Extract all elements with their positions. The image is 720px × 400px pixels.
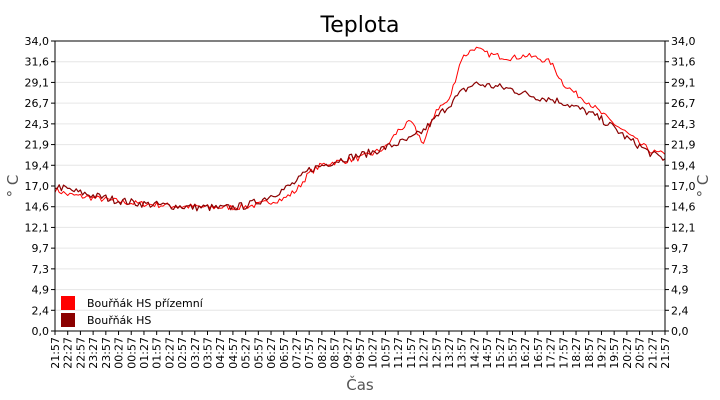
y-tick-label-left: 31,6 [25, 56, 50, 69]
x-tick-label: 21:27 [646, 337, 659, 369]
x-axis-label: Čas [346, 375, 374, 394]
legend-swatch-2 [61, 313, 75, 327]
y-tick-label-left: 17,0 [25, 180, 50, 193]
y-tick-label-right: 29,1 [671, 76, 696, 89]
x-tick-label: 09:27 [341, 337, 354, 369]
y-tick-label-right: 2,4 [671, 304, 689, 317]
x-tick-label: 13:57 [456, 337, 469, 369]
y-tick-label-left: 9,7 [32, 242, 50, 255]
x-tick-label: 21:57 [49, 337, 62, 369]
y-tick-label-right: 21,9 [671, 139, 696, 152]
x-tick-label: 11:27 [392, 337, 405, 369]
x-tick-label: 06:57 [278, 337, 291, 369]
x-tick-label: 15:57 [507, 337, 520, 369]
legend-swatch-1 [61, 296, 75, 310]
y-axis-right: 0,0 2,4 4,9 7,3 9,7 12,1 14,6 17,0 19,4 21,9 24,3 2… [665, 35, 696, 338]
y-tick-label-left: 21,9 [25, 139, 50, 152]
y-tick-label-left: 4,9 [32, 284, 50, 297]
x-tick-label: 11:57 [405, 337, 418, 369]
y-tick-label-right: 12,1 [671, 221, 696, 234]
x-tick-label: 16:57 [532, 337, 545, 369]
y-tick-label-left: 12,1 [25, 221, 50, 234]
x-tick-label: 05:57 [252, 337, 265, 369]
y-tick-label-right: 26,7 [671, 97, 696, 110]
x-tick-label: 04:57 [227, 337, 240, 369]
y-tick-label-right: 7,3 [671, 263, 689, 276]
x-tick-label: 20:57 [634, 337, 647, 369]
y-tick-label-right: 0,0 [671, 325, 689, 338]
y-tick-label-right: 14,6 [671, 201, 696, 214]
y-tick-label-left: 34,0 [25, 35, 50, 48]
x-tick-label: 18:27 [570, 337, 583, 369]
x-tick-label: 16:27 [519, 337, 532, 369]
x-tick-label: 15:27 [494, 337, 507, 369]
legend-label-2: Bouřňák HS [87, 314, 151, 327]
x-tick-label: 14:57 [481, 337, 494, 369]
x-tick-label: 00:27 [113, 337, 126, 369]
x-tick-label: 06:27 [265, 337, 278, 369]
y-tick-label-right: 24,3 [671, 118, 696, 131]
x-tick-label: 20:27 [621, 337, 634, 369]
x-tick-label: 22:27 [62, 337, 75, 369]
x-tick-label: 05:27 [240, 337, 253, 369]
x-tick-label: 03:27 [189, 337, 202, 369]
grid [55, 61, 665, 311]
x-tick-label: 08:27 [316, 337, 329, 369]
legend: Bouřňák HS přízemní Bouřňák HS [61, 296, 204, 327]
x-tick-label: 10:57 [379, 337, 392, 369]
y-axis-label-left: ° C [4, 175, 22, 198]
series-layer [54, 46, 666, 212]
y-tick-label-left: 0,0 [32, 325, 50, 338]
x-tick-label: 13:27 [443, 337, 456, 369]
x-axis: 21:57 22:27 22:57 23:27 23:57 00:27 00:57 01:27… [49, 331, 672, 369]
y-tick-label-right: 17,0 [671, 180, 696, 193]
x-tick-label: 21:57 [659, 337, 672, 369]
x-tick-label: 12:27 [418, 337, 431, 369]
x-tick-label: 17:57 [557, 337, 570, 369]
y-tick-label-left: 14,6 [25, 201, 50, 214]
y-tick-label-left: 7,3 [32, 263, 50, 276]
y-tick-label-right: 9,7 [671, 242, 689, 255]
y-tick-label-right: 19,4 [671, 159, 696, 172]
y-tick-label-right: 4,9 [671, 284, 689, 297]
x-tick-label: 23:57 [100, 337, 113, 369]
x-tick-label: 12:57 [430, 337, 443, 369]
y-tick-label-left: 29,1 [25, 76, 50, 89]
chart-title: Teplota [320, 13, 400, 38]
x-tick-label: 23:27 [87, 337, 100, 369]
y-axis-left: 0,0 2,4 4,9 7,3 9,7 12,1 14,6 17,0 19,4 21,9 24,3 2… [25, 35, 55, 338]
y-tick-label-left: 2,4 [32, 304, 50, 317]
x-tick-label: 18:57 [583, 337, 596, 369]
x-tick-label: 00:57 [125, 337, 138, 369]
x-tick-label: 07:57 [303, 337, 316, 369]
y-tick-label-right: 34,0 [671, 35, 696, 48]
x-tick-label: 14:27 [468, 337, 481, 369]
y-axis-label-right: ° C [694, 175, 712, 198]
x-tick-label: 07:27 [290, 337, 303, 369]
x-tick-label: 17:27 [545, 337, 558, 369]
x-tick-label: 09:57 [354, 337, 367, 369]
x-tick-label: 10:27 [367, 337, 380, 369]
x-tick-label: 19:27 [595, 337, 608, 369]
x-tick-label: 22:57 [74, 337, 87, 369]
legend-label-1: Bouřňák HS přízemní [87, 297, 204, 310]
x-tick-label: 01:57 [151, 337, 164, 369]
series-line-2 [54, 81, 666, 212]
x-tick-label: 02:57 [176, 337, 189, 369]
x-tick-label: 02:27 [163, 337, 176, 369]
y-tick-label-left: 24,3 [25, 118, 50, 131]
x-tick-label: 04:27 [214, 337, 227, 369]
series-line-1 [54, 46, 666, 211]
x-tick-label: 03:57 [202, 337, 215, 369]
y-tick-label-left: 19,4 [25, 159, 50, 172]
x-tick-label: 01:27 [138, 337, 151, 369]
y-tick-label-right: 31,6 [671, 56, 696, 69]
x-tick-label: 19:57 [608, 337, 621, 369]
y-tick-label-left: 26,7 [25, 97, 50, 110]
x-tick-label: 08:57 [329, 337, 342, 369]
